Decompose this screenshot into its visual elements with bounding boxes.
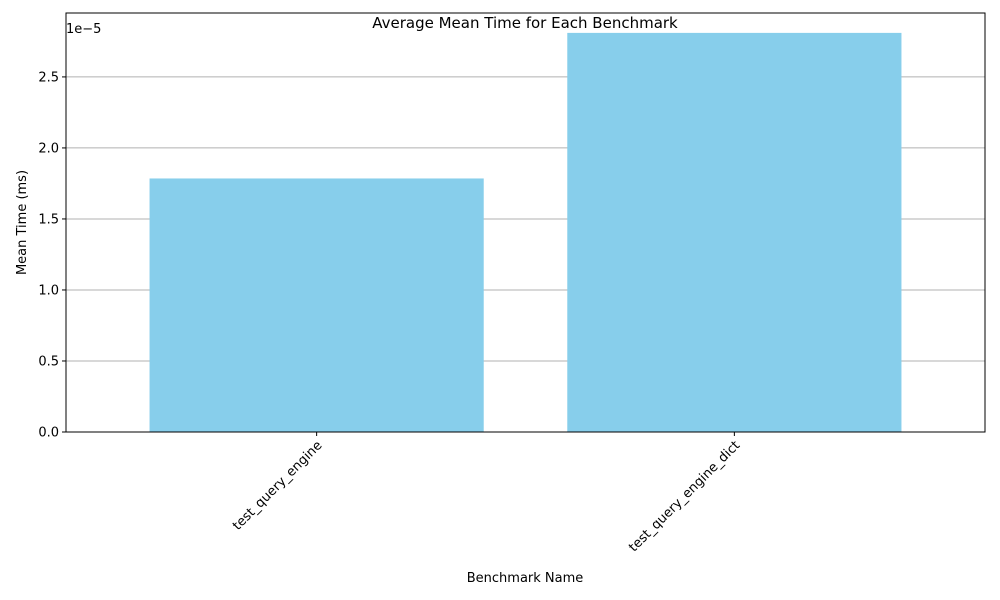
plot-frame (65, 12, 986, 433)
y-tick-label: 0.0 (38, 426, 59, 441)
y-tick-label: 2.5 (38, 70, 59, 85)
y-tick-label: 0.5 (38, 354, 59, 369)
bar (567, 32, 902, 433)
y-tick-label: 1.5 (38, 212, 59, 227)
y-axis-offset-label: 1e−5 (66, 22, 101, 37)
bar (149, 178, 484, 432)
y-axis-label: Mean Time (ms) (15, 170, 30, 275)
bars (149, 32, 902, 433)
y-axis-ticks: 0.0 0.5 1.0 1.5 2.0 2.5 (38, 70, 66, 441)
chart-title: Average Mean Time for Each Benchmark (372, 14, 678, 32)
x-axis-label: Benchmark Name (467, 571, 584, 586)
y-tick-label: 1.0 (38, 283, 59, 298)
y-tick-label: 2.0 (38, 141, 59, 156)
